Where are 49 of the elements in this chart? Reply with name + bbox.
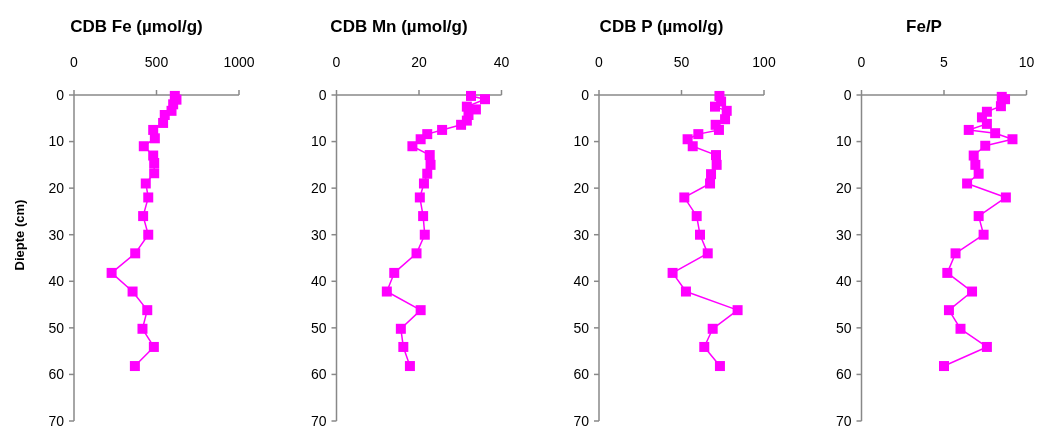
y-tick-label: 0 <box>581 86 590 103</box>
y-tick-label: 10 <box>48 133 65 150</box>
x-tick-label: 0 <box>595 54 604 70</box>
y-tick-label: 40 <box>835 273 852 290</box>
y-tick-label: 30 <box>310 226 327 243</box>
y-tick-label: 30 <box>48 226 65 243</box>
y-tick-label: 60 <box>310 366 327 383</box>
x-tick-label: 50 <box>673 54 690 70</box>
y-tick-label: 70 <box>48 412 65 429</box>
y-tick-label: 0 <box>843 86 852 103</box>
chart-title: CDB P (µmol/g) <box>599 17 724 36</box>
x-tick-label: 10 <box>1018 54 1035 70</box>
y-tick-label: 20 <box>573 180 590 197</box>
chart-title: Fe/P <box>906 17 942 36</box>
y-tick-label: 20 <box>835 180 852 197</box>
x-tick-label: 0 <box>857 54 866 70</box>
y-tick-label: 50 <box>573 319 590 336</box>
chart-title: CDB Fe (µmol/g) <box>70 17 203 36</box>
y-tick-label: 0 <box>56 86 65 103</box>
y-tick-label: 0 <box>318 86 327 103</box>
y-tick-label: 40 <box>48 273 65 290</box>
x-tick-label: 0 <box>70 54 79 70</box>
y-tick-label: 40 <box>310 273 327 290</box>
y-tick-label: 50 <box>310 319 327 336</box>
y-tick-label: 70 <box>573 412 590 429</box>
y-tick-label: 10 <box>835 133 852 150</box>
x-tick-label: 40 <box>493 54 510 70</box>
x-tick-label: 100 <box>752 54 776 70</box>
y-tick-label: 60 <box>48 366 65 383</box>
x-tick-label: 0 <box>332 54 341 70</box>
x-tick-label: 1000 <box>223 54 255 70</box>
y-tick-label: 20 <box>48 180 65 197</box>
x-tick-label: 5 <box>940 54 949 70</box>
y-tick-label: 30 <box>835 226 852 243</box>
x-tick-label: 20 <box>411 54 427 70</box>
y-tick-label: 30 <box>573 226 590 243</box>
y-tick-label: 70 <box>310 412 327 429</box>
chart-title: CDB Mn (µmol/g) <box>330 17 468 36</box>
y-tick-label: 60 <box>835 366 852 383</box>
y-tick-label: 10 <box>573 133 590 150</box>
y-axis-title: Diepte (cm) <box>12 199 27 271</box>
y-tick-label: 70 <box>835 412 852 429</box>
y-tick-label: 20 <box>310 180 327 197</box>
y-tick-label: 60 <box>573 366 590 383</box>
y-tick-label: 40 <box>573 273 590 290</box>
x-tick-label: 500 <box>144 54 169 70</box>
y-tick-label: 10 <box>310 133 327 150</box>
y-tick-label: 50 <box>48 319 65 336</box>
y-tick-label: 50 <box>835 319 852 336</box>
